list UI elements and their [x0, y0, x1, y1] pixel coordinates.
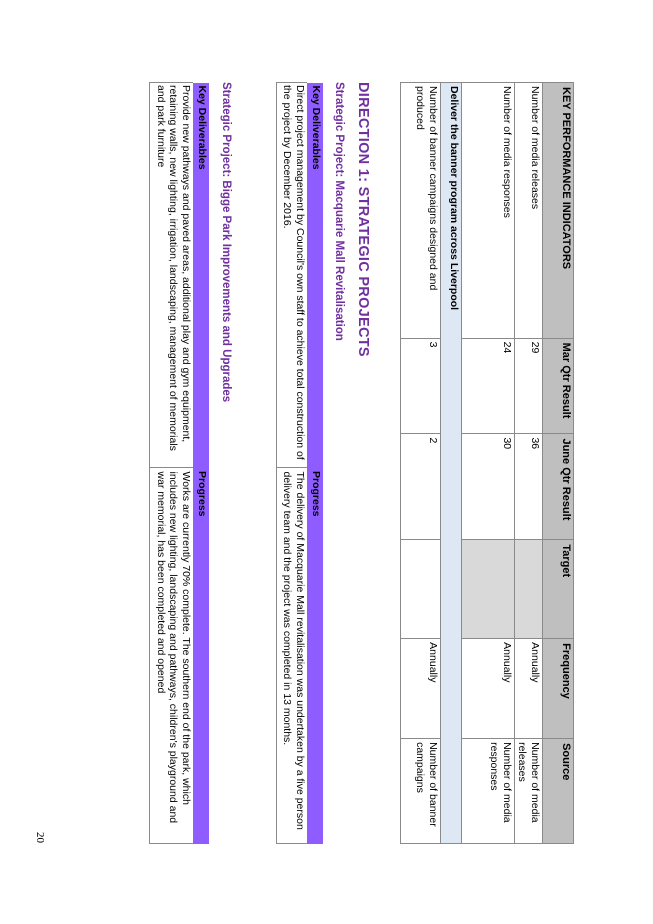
kpi-indicator: Number of banner campaigns designed and … [400, 82, 441, 339]
kpi-mar: 3 [400, 338, 441, 434]
kpi-row: Number of media releases 29 36 Annually … [514, 82, 543, 844]
kpi-target [514, 539, 543, 639]
kpi-row: Number of banner campaigns designed and … [400, 82, 441, 844]
kpi-frequency: Annually [461, 638, 515, 739]
kpi-header-frequency: Frequency [542, 638, 574, 739]
project2-header-row: Key Deliverables Progress [193, 82, 209, 844]
project1-deliverable: Direct project management by Council's o… [276, 82, 307, 468]
project1-deliverables-header: Key Deliverables [307, 82, 323, 468]
kpi-indicator: Number of media releases [514, 82, 543, 339]
kpi-section-row: Deliver the banner program across Liverp… [440, 82, 462, 844]
kpi-june: 36 [514, 433, 543, 540]
kpi-source: Number of banner campaigns [400, 738, 441, 844]
project1-body-row: Direct project management by Council's o… [276, 82, 307, 844]
kpi-june: 2 [400, 433, 441, 540]
kpi-mar: 24 [461, 338, 515, 434]
kpi-header-mar: Mar Qtr Result [542, 338, 574, 434]
project1-header-row: Key Deliverables Progress [307, 82, 323, 844]
kpi-section-title: Deliver the banner program across Liverp… [440, 82, 462, 844]
kpi-source: Number of media releases [514, 738, 543, 844]
kpi-june: 30 [461, 433, 515, 540]
kpi-table: KEY PERFORMANCE INDICATORS Mar Qtr Resul… [400, 82, 574, 844]
project1-progress-header: Progress [307, 467, 323, 844]
project2-progress: Works are currently 70% complete. The so… [150, 467, 193, 844]
page-number: 20 [34, 832, 46, 843]
kpi-target [461, 539, 515, 639]
kpi-header-indicator: KEY PERFORMANCE INDICATORS [542, 82, 574, 339]
project2-deliverable: Provide new pathways and paved areas, ad… [150, 82, 193, 468]
kpi-target [400, 539, 441, 639]
kpi-header-target: Target [542, 539, 574, 639]
project2-title: Strategic Project: Bigge Park Improvemen… [220, 82, 232, 403]
kpi-frequency: Annually [514, 638, 543, 739]
kpi-header-june: June Qtr Result [542, 433, 574, 540]
project2-deliverables-header: Key Deliverables [193, 82, 209, 468]
project2-table: Key Deliverables Progress Provide new pa… [150, 82, 209, 844]
direction-title: DIRECTION 1: STRATEGIC PROJECTS [355, 82, 371, 357]
project2-body-row: Provide new pathways and paved areas, ad… [150, 82, 193, 844]
kpi-mar: 29 [514, 338, 543, 434]
project1-progress: The delivery of Macquarie Mall revitalis… [276, 467, 307, 844]
kpi-source: Number of media responses [461, 738, 515, 844]
kpi-header-source: Source [542, 738, 574, 844]
kpi-header-row: KEY PERFORMANCE INDICATORS Mar Qtr Resul… [542, 82, 574, 844]
project1-table: Key Deliverables Progress Direct project… [276, 82, 323, 844]
project2-progress-header: Progress [193, 467, 209, 844]
kpi-row: Number of media responses 24 30 Annually… [461, 82, 515, 844]
kpi-indicator: Number of media responses [461, 82, 515, 339]
kpi-frequency: Annually [400, 638, 441, 739]
project1-title: Strategic Project: Macquarie Mall Revita… [333, 82, 345, 341]
